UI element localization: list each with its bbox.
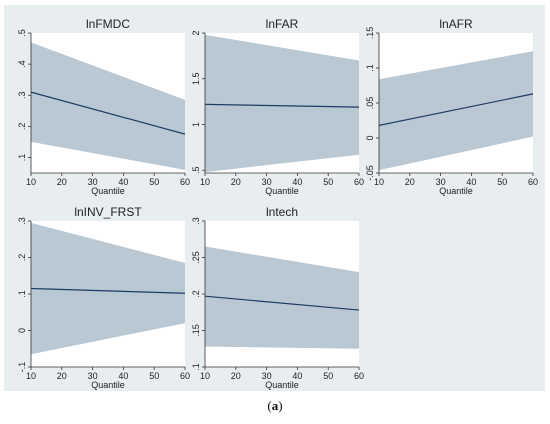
panel-title: lnFMDC [86,17,130,31]
x-tick-label: 40 [292,371,302,381]
y-tick-label: .15 [365,27,375,40]
caption-letter: a [271,398,279,413]
y-tick-label: .4 [17,60,27,68]
y-tick-label: .1 [17,154,27,162]
y-tick-label: -.05 [365,165,375,181]
confidence-band [205,246,359,349]
panel-lnafr: 10 20 30 40 50 60 -.05 0 .05 .1 .15 Quantile lnAFR [365,17,538,196]
panel-title: lnAFR [439,17,473,31]
y-tick-label: .3 [191,217,201,225]
x-tick-label: 10 [200,371,210,381]
x-axis-title: Quantile [91,186,125,196]
x-axis-title: Quantile [91,380,125,390]
y-tick-label: .15 [191,324,201,337]
figure-caption: (a) [267,398,283,413]
x-axis-title: Quantile [265,186,299,196]
estimate-line [204,295,360,311]
x-tick-label: 30 [262,371,272,381]
y-tick-label: .2 [191,290,201,298]
x-tick-label: 50 [323,177,333,187]
estimate-line [204,103,360,108]
y-tick-label: 1.5 [191,72,201,85]
y-tick-label: .1 [17,290,27,298]
y-tick-label: .05 [365,97,375,110]
panel-title: lnFAR [266,17,299,31]
y-tick-label: .2 [17,123,27,131]
x-tick-label: 10 [26,371,36,381]
x-tick-label: 30 [262,177,272,187]
y-tick-label: 2 [191,30,201,35]
x-tick-label: 20 [231,371,241,381]
y-tick-label: .25 [191,251,201,264]
y-tick-label: .1 [191,363,201,371]
panel-lnfar: 10 20 30 40 50 60 .5 1 1.5 2 Quantile lnFAR [191,17,364,196]
y-tick-label: 0 [365,135,375,140]
x-tick-label: 30 [436,177,446,187]
y-tick-label: -.1 [17,362,27,373]
x-tick-label: 60 [354,177,364,187]
x-axis-title: Quantile [265,380,299,390]
confidence-band [31,222,185,355]
y-tick-label: .2 [17,254,27,262]
panel-lnfmdc: 10 20 30 40 50 60 .1 .2 .3 .4 .5 Quantile lnFMDC [17,17,190,196]
estimate-line [30,287,186,294]
x-axis-title: Quantile [439,186,473,196]
x-tick-label: 40 [118,371,128,381]
x-tick-label: 20 [231,177,241,187]
y-tick-label: .5 [17,29,27,37]
x-tick-label: 10 [26,177,36,187]
confidence-band [379,51,533,171]
x-tick-label: 50 [497,177,507,187]
x-tick-label: 40 [292,177,302,187]
x-tick-label: 50 [323,371,333,381]
panel-lninv-frst: 10 20 30 40 50 60 -.1 0 .1 .2 .3 Quantile lnINV_FRST [17,205,190,390]
x-tick-label: 20 [405,177,415,187]
y-tick-label: 0 [17,328,27,333]
x-tick-label: 60 [180,177,190,187]
y-tick-label: 1 [191,122,201,127]
y-tick-label: .3 [17,91,27,99]
estimate-line [378,93,534,126]
panel-title: lnINV_FRST [74,205,142,219]
x-tick-label: 20 [57,371,67,381]
x-tick-label: 30 [88,177,98,187]
x-tick-label: 50 [149,177,159,187]
x-tick-label: 10 [374,177,384,187]
confidence-band [205,34,359,173]
x-tick-label: 50 [149,371,159,381]
estimate-line [30,91,186,135]
y-tick-label: .5 [191,166,201,174]
x-tick-label: 40 [118,177,128,187]
y-tick-label: .3 [17,217,27,225]
x-tick-label: 40 [466,177,476,187]
x-tick-label: 10 [200,177,210,187]
x-tick-label: 20 [57,177,67,187]
panel-lntech: 10 20 30 40 50 60 .1 .15 .2 .25 .3 Quantile lntech [191,205,364,390]
x-tick-label: 60 [528,177,538,187]
x-tick-label: 30 [88,371,98,381]
panel-title: lntech [266,205,298,219]
confidence-band [31,42,185,170]
x-tick-label: 60 [354,371,364,381]
x-tick-label: 60 [180,371,190,381]
y-tick-label: .1 [365,64,375,72]
